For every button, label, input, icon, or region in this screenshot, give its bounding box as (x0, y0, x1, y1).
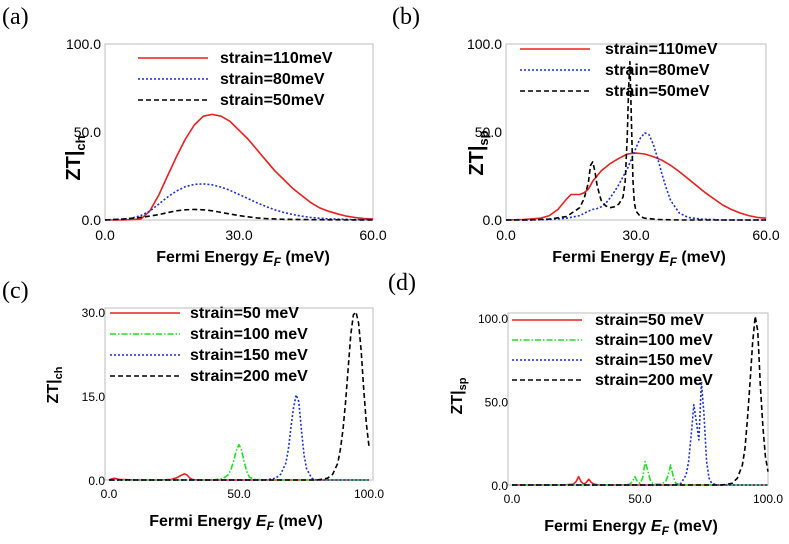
panel-a-ylabel: ZT|ch (63, 135, 88, 180)
panel-a-series-0 (105, 113, 374, 221)
panel-c-xlabel: Fermi Energy EF (meV) (149, 513, 323, 533)
panel-a-ytick-0: 0.0 (82, 212, 102, 228)
panel-d-ylabel: ZT|sp (449, 377, 469, 414)
panel-a-series-1 (104, 183, 373, 221)
panel-a-xlabel: Fermi Energy EF (meV) (156, 249, 330, 269)
panel-b-xtick-0: 0.0 (496, 227, 516, 243)
panel-d-legend: strain=50 meV strain=100 meV strain=150 … (512, 312, 713, 389)
panel-b-legend-0: strain=110meV (605, 41, 718, 58)
panel-c-ytick-0: 0.0 (88, 474, 105, 488)
panel-c-xtick-2: 100.0 (354, 487, 384, 501)
panel-b-legend-1: strain=80meV (605, 62, 710, 79)
panel-d-xlabel: Fermi Energy EF (meV) (544, 518, 718, 538)
panel-c-series-1 (109, 443, 369, 481)
panel-c-legend: strain=50 meV strain=100 meV strain=150 … (110, 305, 308, 385)
panel-b-series (505, 60, 767, 221)
panel-d-ticks: 0.0 50.0 100.0 0.0 50.0 100.0 (478, 312, 783, 506)
panel-b-xtick-2: 60.0 (752, 227, 779, 243)
panel-a-ticks: 0.0 30.0 60.0 0.0 50.0 100.0 (66, 36, 387, 243)
panel-c-letter: (c) (2, 278, 29, 304)
panel-d-legend-1: strain=100 meV (595, 332, 713, 349)
panel-c: (c) 0.0 50.0 100.0 0.0 15.0 30.0 ZT|ch Fermi … (2, 278, 384, 533)
panel-c-ytick-2: 30.0 (82, 306, 106, 320)
panel-a-legend-1: strain=80meV (220, 71, 325, 88)
panel-a-legend: strain=110meV strain=80meV strain=50meV (138, 50, 333, 109)
panel-b-ytick-2: 100.0 (467, 36, 502, 52)
panel-a-ytick-1: 50.0 (74, 124, 101, 140)
panel-b-ytick-1: 50.0 (475, 124, 502, 140)
panel-d: (d) 0.0 50.0 100.0 0.0 50.0 100.0 ZT|sp Fermi… (388, 270, 783, 538)
panel-d-ytick-0: 0.0 (491, 479, 508, 493)
panel-a-series (104, 113, 374, 221)
panel-c-xtick-1: 50.0 (227, 487, 251, 501)
panel-b-series-2 (506, 60, 766, 221)
panel-b-legend-2: strain=50meV (605, 83, 710, 100)
panel-b-ylabel: ZT|sp (466, 130, 491, 175)
panel-d-letter: (d) (388, 270, 416, 296)
panel-c-legend-3: strain=200 meV (190, 368, 308, 385)
panel-c-series-3 (109, 311, 370, 481)
panel-b: (b) 0.0 30.0 60.0 0.0 50.0 100.0 ZT|sp Fermi … (392, 4, 780, 269)
panel-b-xlabel: Fermi Energy EF (meV) (552, 249, 726, 269)
panel-a-xtick-0: 0.0 (95, 227, 115, 243)
panel-a-xtick-2: 60.0 (359, 227, 386, 243)
panel-c-ticks: 0.0 50.0 100.0 0.0 15.0 30.0 (82, 306, 385, 501)
panel-d-ytick-1: 50.0 (485, 396, 509, 410)
panel-b-xtick-1: 30.0 (622, 227, 649, 243)
panel-d-series-2 (512, 380, 768, 486)
panel-a-letter: (a) (2, 4, 29, 30)
panel-c-legend-0: strain=50 meV (190, 305, 299, 322)
panel-b-ytick-0: 0.0 (483, 212, 503, 228)
panel-b-series-1 (506, 132, 766, 221)
panel-d-legend-3: strain=200 meV (595, 372, 713, 389)
panel-c-legend-2: strain=150 meV (190, 347, 308, 364)
panel-b-legend: strain=110meV strain=80meV strain=50meV (520, 41, 718, 100)
panel-d-legend-0: strain=50 meV (595, 312, 704, 329)
panel-c-legend-1: strain=100 meV (190, 326, 308, 343)
panel-d-xtick-2: 100.0 (753, 492, 783, 506)
panel-c-series-2 (109, 394, 369, 481)
panel-a-legend-2: strain=50meV (220, 92, 325, 109)
panel-d-ytick-2: 100.0 (478, 312, 508, 326)
panel-a-frame (104, 43, 374, 221)
panel-a-ytick-2: 100.0 (66, 36, 101, 52)
panel-c-series (108, 311, 370, 481)
panel-d-series (512, 315, 769, 486)
panel-c-ytick-1: 15.0 (82, 390, 106, 404)
panel-a-xtick-1: 30.0 (225, 227, 252, 243)
panel-c-ylabel: ZT|ch (45, 366, 65, 403)
panel-b-ticks: 0.0 30.0 60.0 0.0 50.0 100.0 (467, 36, 780, 243)
panel-d-xtick-1: 50.0 (628, 492, 652, 506)
panel-b-frame (505, 43, 767, 221)
panel-d-series-1 (512, 460, 768, 486)
panel-c-xtick-0: 0.0 (101, 487, 118, 501)
panel-a-series-2 (104, 208, 374, 221)
panel-d-legend-2: strain=150 meV (595, 352, 713, 369)
panel-c-series-0 (108, 472, 369, 481)
panel-a-legend-0: strain=110meV (220, 50, 333, 67)
panel-a: (a) 0.0 30.0 60.0 0.0 50.0 100.0 ZT|ch Fermi … (2, 4, 387, 269)
panel-d-xtick-0: 0.0 (504, 492, 521, 506)
panel-b-letter: (b) (392, 4, 420, 30)
panel-b-series-0 (505, 152, 767, 221)
